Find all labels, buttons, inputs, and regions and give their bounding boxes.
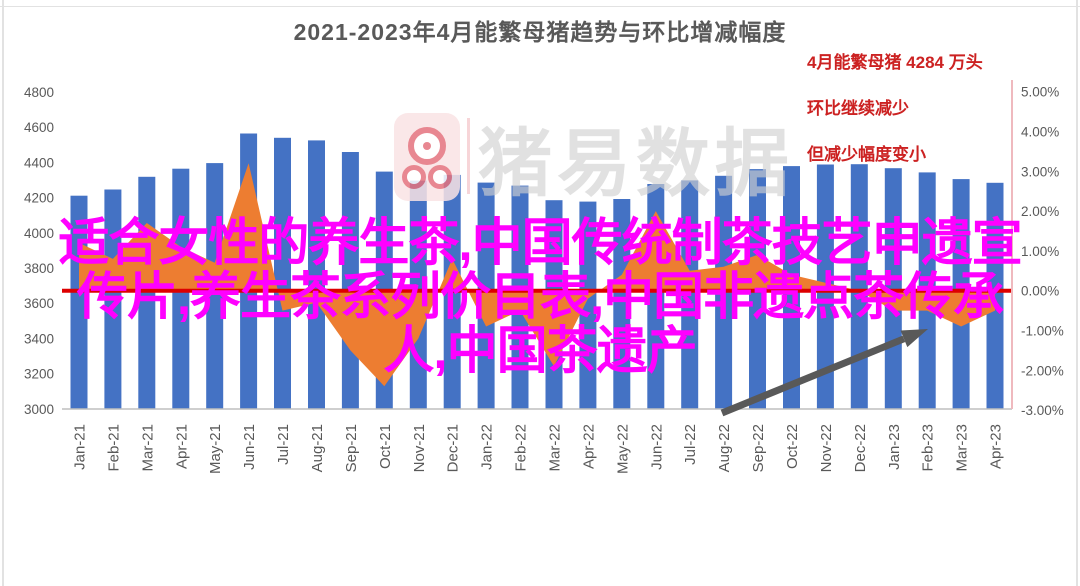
- left-tick-label: 4600: [24, 120, 54, 135]
- pig-logo-icon: [394, 113, 460, 201]
- left-axis-ticks: 4800 4600 4400 4200 4000 3800 3600 3400 3200 3000: [24, 85, 54, 417]
- x-label-Dec-21: Dec-21: [445, 424, 462, 472]
- x-label-Mar-22: Mar-22: [546, 424, 563, 472]
- x-label-Feb-21: Feb-21: [105, 424, 122, 472]
- x-label-Oct-21: Oct-21: [377, 424, 394, 469]
- top-border-line: [0, 6, 1080, 7]
- x-label-Feb-22: Feb-22: [513, 424, 530, 472]
- x-label-Nov-21: Nov-21: [411, 424, 428, 472]
- overlay-text: 适合女性的养生茶,中国传统制茶技艺申遗宣 传片,养生茶系列价目表,中国非遗点茶传…: [0, 216, 1080, 378]
- left-tick-label: 3600: [24, 296, 54, 311]
- left-tick-label: 4400: [24, 155, 54, 170]
- x-label-Apr-21: Apr-21: [173, 424, 190, 469]
- right-tick-label: -2.00%: [1021, 363, 1064, 378]
- x-label-Feb-23: Feb-23: [920, 424, 937, 472]
- x-label-Oct-22: Oct-22: [784, 424, 801, 469]
- x-label-May-22: May-22: [614, 424, 631, 474]
- x-label-Jun-22: Jun-22: [648, 424, 665, 470]
- right-tick-label: -3.00%: [1021, 403, 1064, 418]
- bar-May-22: [613, 199, 631, 409]
- overlay-text-line3: 人,中国茶遗产: [383, 322, 697, 379]
- bar-Jul-22: [681, 180, 699, 409]
- bar-Feb-21: [104, 189, 122, 409]
- right-axis-ticks: 5.00% 4.00% 3.00% 2.00% 1.00% 0.00% -1.00% -2.0…: [1021, 85, 1064, 418]
- watermark-brand-text: 猪易数据: [478, 122, 794, 205]
- page-title: 2021-2023年4月能繁母猪趋势与环比增减幅度: [293, 19, 787, 45]
- annotation-smaller-decline: 但减少幅度变小: [807, 145, 926, 164]
- annotation-mom-decrease: 环比继续减少: [807, 99, 909, 118]
- bar-Apr-22: [579, 201, 597, 409]
- right-tick-label: -1.00%: [1021, 324, 1064, 339]
- annotation-block: 4月能繁母猪 4284 万头 环比继续减少 但减少幅度变小: [807, 48, 1067, 186]
- watermark: 猪易数据: [390, 110, 789, 205]
- x-label-Sep-22: Sep-22: [750, 424, 767, 472]
- x-label-Apr-22: Apr-22: [580, 424, 597, 469]
- left-tick-label: 3200: [24, 367, 54, 382]
- x-label-Jan-21: Jan-21: [71, 424, 88, 470]
- x-label-Apr-23: Apr-23: [988, 424, 1005, 469]
- x-label-Mar-21: Mar-21: [139, 424, 156, 472]
- watermark-divider: [467, 118, 470, 194]
- left-tick-label: 4200: [24, 191, 54, 206]
- bar-Dec-22: [850, 164, 868, 409]
- right-tick-label: 3.00%: [1021, 164, 1059, 179]
- x-label-Jan-23: Jan-23: [886, 424, 903, 470]
- bar-Jul-21: [274, 137, 291, 410]
- x-label-Mar-23: Mar-23: [954, 424, 971, 472]
- overlay-text-line2: 传片,养生茶系列价目表,中国非遗点茶传承: [76, 268, 1004, 325]
- left-tick-label: 4000: [24, 226, 54, 241]
- x-label-Sep-21: Sep-21: [343, 424, 360, 472]
- x-label-Jan-22: Jan-22: [479, 424, 496, 470]
- overlay-text-line1: 适合女性的养生茶,中国传统制茶技艺申遗宣: [58, 214, 1022, 271]
- right-tick-label: 2.00%: [1021, 204, 1059, 219]
- bar-Aug-21: [308, 140, 325, 409]
- right-tick-label: 1.00%: [1021, 244, 1059, 259]
- trend-arrow-shaft: [720, 335, 906, 417]
- x-label-Aug-21: Aug-21: [309, 424, 326, 472]
- trend-arrow-head: [900, 329, 928, 348]
- x-label-Nov-22: Nov-22: [818, 424, 835, 472]
- x-label-Dec-22: Dec-22: [852, 424, 869, 472]
- left-border-line: [2, 0, 4, 586]
- left-tick-label: 3800: [24, 261, 54, 276]
- x-axis-labels: Jan-21 Feb-21 Mar-21 Apr-21 May-21 Jun-21 Jul-…: [71, 424, 1004, 474]
- x-label-Aug-22: Aug-22: [716, 424, 733, 472]
- right-tick-label: 0.00%: [1021, 284, 1059, 299]
- x-label-May-21: May-21: [207, 424, 224, 474]
- x-label-Jun-21: Jun-21: [241, 424, 258, 470]
- left-tick-label: 3000: [24, 402, 54, 417]
- x-label-Jul-22: Jul-22: [682, 424, 699, 465]
- left-tick-label: 3400: [24, 331, 54, 346]
- right-border-line: [1076, 0, 1078, 586]
- left-tick-label: 4800: [24, 85, 54, 100]
- annotation-sow-count: 4月能繁母猪 4284 万头: [807, 53, 983, 72]
- mom-area-series: [79, 163, 995, 387]
- right-tick-label: 4.00%: [1021, 125, 1059, 140]
- bar-Jan-23: [884, 168, 902, 409]
- x-label-Jul-21: Jul-21: [275, 424, 292, 465]
- right-tick-label: 5.00%: [1021, 85, 1059, 100]
